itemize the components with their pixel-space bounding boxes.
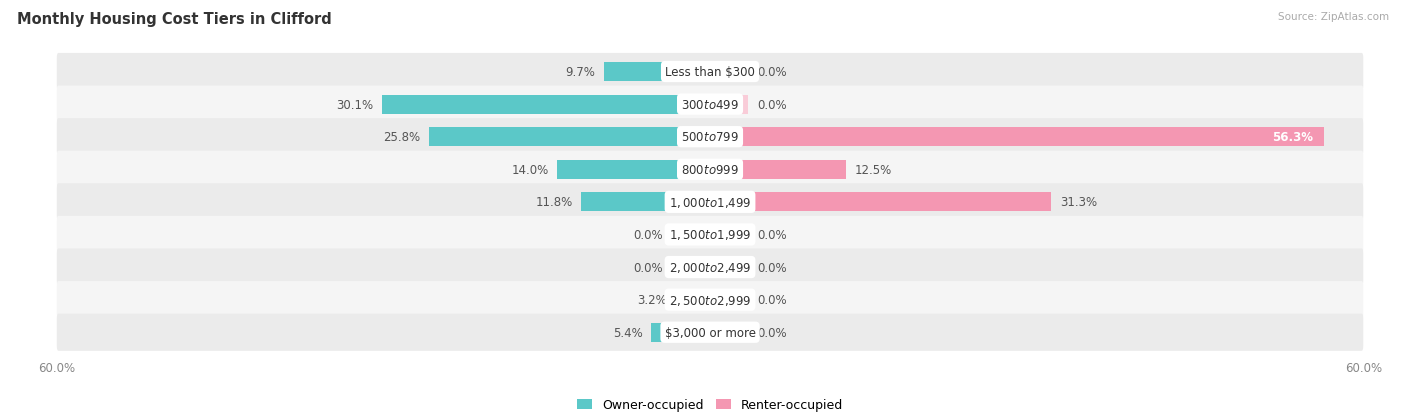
Bar — [710, 193, 1052, 212]
FancyBboxPatch shape — [56, 151, 1364, 188]
Bar — [710, 290, 748, 309]
Bar — [672, 258, 710, 277]
Text: 30.1%: 30.1% — [336, 98, 374, 112]
Text: Source: ZipAtlas.com: Source: ZipAtlas.com — [1278, 12, 1389, 22]
Text: $1,000 to $1,499: $1,000 to $1,499 — [669, 195, 751, 209]
Bar — [710, 128, 1323, 147]
FancyBboxPatch shape — [56, 249, 1364, 286]
FancyBboxPatch shape — [56, 314, 1364, 351]
Text: 11.8%: 11.8% — [536, 196, 572, 209]
Bar — [558, 160, 710, 179]
Bar — [429, 128, 710, 147]
Text: $800 to $999: $800 to $999 — [681, 164, 740, 176]
Text: $2,500 to $2,999: $2,500 to $2,999 — [669, 293, 751, 307]
Text: 14.0%: 14.0% — [512, 164, 548, 176]
Bar — [710, 225, 748, 244]
Text: 0.0%: 0.0% — [634, 261, 664, 274]
Text: $2,000 to $2,499: $2,000 to $2,499 — [669, 261, 751, 274]
FancyBboxPatch shape — [56, 281, 1364, 318]
Text: 0.0%: 0.0% — [756, 326, 786, 339]
Text: $300 to $499: $300 to $499 — [681, 98, 740, 112]
Bar — [605, 63, 710, 82]
Bar — [710, 160, 846, 179]
FancyBboxPatch shape — [56, 119, 1364, 156]
Bar — [710, 95, 748, 114]
Bar — [710, 258, 748, 277]
Text: 56.3%: 56.3% — [1271, 131, 1313, 144]
Text: Monthly Housing Cost Tiers in Clifford: Monthly Housing Cost Tiers in Clifford — [17, 12, 332, 27]
Text: 0.0%: 0.0% — [756, 228, 786, 241]
Bar — [675, 290, 710, 309]
Text: 0.0%: 0.0% — [756, 98, 786, 112]
Bar — [651, 323, 710, 342]
Text: 5.4%: 5.4% — [613, 326, 643, 339]
Text: 0.0%: 0.0% — [756, 293, 786, 306]
Text: 31.3%: 31.3% — [1060, 196, 1097, 209]
Text: 12.5%: 12.5% — [855, 164, 893, 176]
Bar — [672, 225, 710, 244]
Text: 9.7%: 9.7% — [565, 66, 596, 79]
Text: $1,500 to $1,999: $1,500 to $1,999 — [669, 228, 751, 242]
Text: $500 to $799: $500 to $799 — [681, 131, 740, 144]
Text: 0.0%: 0.0% — [634, 228, 664, 241]
Bar — [582, 193, 710, 212]
FancyBboxPatch shape — [56, 54, 1364, 91]
Text: 0.0%: 0.0% — [756, 66, 786, 79]
Bar — [710, 323, 748, 342]
Bar — [710, 63, 748, 82]
Bar — [382, 95, 710, 114]
FancyBboxPatch shape — [56, 86, 1364, 123]
Text: 3.2%: 3.2% — [637, 293, 666, 306]
FancyBboxPatch shape — [56, 216, 1364, 254]
Text: Less than $300: Less than $300 — [665, 66, 755, 79]
Text: 25.8%: 25.8% — [382, 131, 420, 144]
Text: 0.0%: 0.0% — [756, 261, 786, 274]
Legend: Owner-occupied, Renter-occupied: Owner-occupied, Renter-occupied — [572, 393, 848, 413]
Text: $3,000 or more: $3,000 or more — [665, 326, 755, 339]
FancyBboxPatch shape — [56, 184, 1364, 221]
